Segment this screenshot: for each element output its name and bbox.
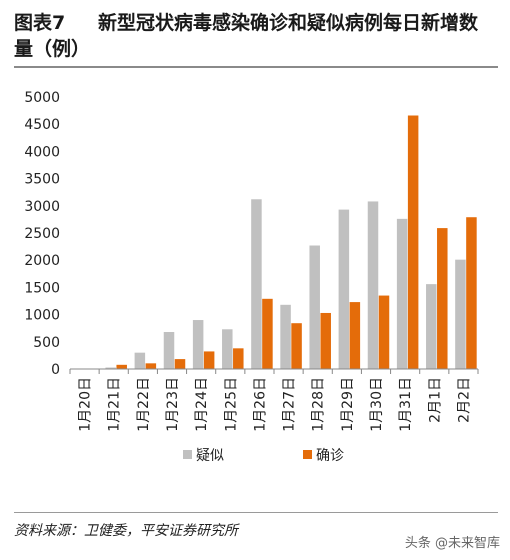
- y-tick-label: 0: [51, 362, 60, 378]
- x-tick-label: 1月29日: [340, 377, 356, 432]
- y-tick-label: 5000: [24, 90, 60, 106]
- bar-suspected: [192, 320, 204, 369]
- bar-suspected: [280, 304, 291, 369]
- figure-title: 图表7 新型冠状病毒感染确诊和疑似病例每日新增数 量（例）: [14, 10, 498, 62]
- bar-suspected: [222, 329, 233, 369]
- legend-swatch: [183, 450, 192, 459]
- legend-swatch: [303, 450, 312, 459]
- bar-suspected: [105, 367, 116, 369]
- bar-confirmed: [437, 228, 448, 369]
- legend-label: 确诊: [316, 448, 344, 464]
- x-tick-label: 2月2日: [456, 377, 472, 423]
- bar-confirmed: [349, 302, 361, 369]
- bar-confirmed: [145, 363, 157, 369]
- bar-suspected: [309, 245, 320, 369]
- x-tick-label: 1月20日: [78, 377, 94, 432]
- bar-suspected: [134, 352, 146, 369]
- title-text-1: 新型冠状病毒感染确诊和疑似病例每日新增数: [98, 12, 479, 34]
- y-tick-label: 500: [33, 335, 60, 351]
- bar-confirmed: [320, 312, 331, 369]
- legend-label: 疑似: [196, 448, 224, 464]
- title-line-1: 图表7 新型冠状病毒感染确诊和疑似病例每日新增数: [14, 10, 498, 36]
- x-tick-label: 2月1日: [427, 377, 443, 423]
- bar-confirmed: [116, 364, 127, 369]
- bar-suspected: [426, 284, 437, 369]
- x-tick-label: 1月24日: [194, 377, 210, 432]
- figure-number: 图表7: [14, 12, 66, 34]
- bar-confirmed: [174, 359, 186, 369]
- source-note: 资料来源：卫健委，平安证券研究所: [14, 523, 238, 539]
- bar-suspected: [367, 201, 379, 369]
- bar-suspected: [338, 209, 350, 369]
- bar-suspected: [455, 259, 466, 369]
- bar-suspected: [251, 199, 262, 369]
- y-tick-label: 1000: [24, 308, 60, 324]
- x-tick-label: 1月22日: [136, 377, 152, 432]
- x-tick-label: 1月30日: [369, 377, 385, 432]
- x-tick-label: 1月23日: [165, 377, 181, 432]
- title-divider: [14, 66, 498, 68]
- bar-confirmed: [378, 295, 390, 369]
- bar-confirmed: [233, 348, 244, 369]
- footer-divider: [14, 512, 498, 513]
- bar-confirmed: [291, 323, 302, 369]
- y-tick-label: 2000: [24, 253, 60, 269]
- y-tick-label: 2500: [24, 226, 60, 242]
- bar-confirmed: [466, 217, 477, 369]
- bar-suspected: [396, 218, 408, 369]
- y-tick-label: 4000: [24, 144, 60, 160]
- x-tick-label: 1月21日: [107, 377, 123, 432]
- bar-chart: 0 500 1000 1500 2000 2500 3000 3500 4000 4500 5000…: [24, 90, 479, 464]
- bar-confirmed: [203, 351, 215, 369]
- bar-confirmed: [262, 298, 273, 369]
- x-tick-label: 1月31日: [398, 377, 414, 432]
- x-tick-label: 1月26日: [252, 377, 268, 432]
- x-tick-label: 1月28日: [311, 377, 327, 432]
- x-tick-label: 1月27日: [282, 377, 298, 432]
- y-tick-label: 1500: [24, 280, 60, 296]
- x-tick-label: 1月25日: [223, 377, 239, 432]
- y-tick-label: 3000: [24, 199, 60, 215]
- bar-suspected: [163, 332, 175, 369]
- title-text-2: 量（例）: [14, 38, 91, 60]
- y-tick-label: 4500: [24, 117, 60, 133]
- watermark: 头条 @未来智库: [404, 536, 500, 551]
- y-tick-label: 3500: [24, 172, 60, 188]
- bar-confirmed: [407, 115, 419, 369]
